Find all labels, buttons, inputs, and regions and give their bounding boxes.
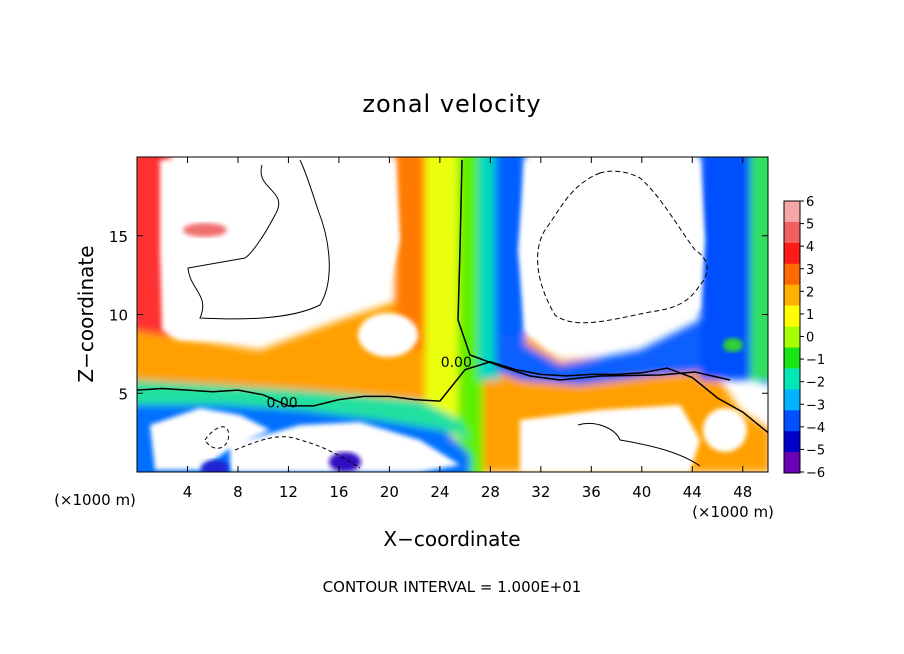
contour-label: 0.00 [441, 355, 472, 371]
field-purple-patch-left [201, 460, 229, 472]
zero-contour-line [137, 361, 768, 434]
contour-label: 0.00 [267, 396, 298, 412]
colorbar-swatch [784, 201, 800, 223]
field-cyan-column [478, 157, 500, 380]
y-tick-label: 5 [118, 385, 128, 403]
x-tick-label: 48 [733, 483, 752, 501]
x-tick-label: 8 [233, 483, 243, 501]
chart-title: zonal velocity [362, 90, 541, 118]
heatmap-field [137, 157, 768, 472]
colorbar-swatch [784, 305, 800, 328]
colorbar-label: 6 [806, 195, 814, 210]
contour-labels: 0.00 0.00 [267, 355, 472, 412]
colorbar-label: 3 [806, 263, 814, 278]
contour-lower-right [577, 423, 701, 467]
colorbar-label: 1 [806, 308, 814, 323]
field-white-lower-mid [230, 422, 460, 472]
colorbar-label: 2 [806, 285, 814, 300]
x-axis-ticks: 4 8 12 16 20 24 28 32 36 40 44 48 [183, 157, 752, 501]
colorbar-swatch [784, 389, 800, 411]
x-tick-label: 44 [683, 483, 702, 501]
colorbar-swatch [784, 221, 800, 244]
colorbar-label: −6 [806, 466, 825, 481]
colorbar-label: −1 [806, 353, 825, 368]
contour-upper-left [187, 159, 330, 320]
contour-upper-right-dashed [537, 170, 708, 324]
colorbar-label: 5 [806, 218, 814, 233]
colorbar-swatch [784, 284, 800, 307]
field-lower-cyan-band [137, 380, 470, 440]
x-tick-label: 32 [531, 483, 550, 501]
y-tick-label: 10 [109, 307, 128, 325]
colorbar-swatch [784, 368, 800, 390]
contour-interval-note: CONTOUR INTERVAL = 1.000E+01 [323, 578, 582, 596]
y-axis-label: Z−coordinate [74, 245, 98, 382]
colorbar-swatch [784, 452, 800, 474]
contour-lower-mid-dashed [234, 436, 361, 469]
colorbar-swatch [784, 242, 800, 265]
colorbar-swatch [784, 410, 800, 432]
field-white-lower-left [150, 408, 270, 470]
x-axis-label: X−coordinate [383, 527, 520, 551]
y-axis-ticks: 5 10 15 [109, 228, 768, 403]
field-green-patch-right [723, 338, 743, 352]
colorbar-label: −4 [806, 421, 825, 436]
field-right-edge-green [750, 157, 768, 380]
field-purple-patch-mid [329, 452, 361, 472]
field-right-blue-band [495, 320, 768, 385]
x-tick-label: 20 [380, 483, 399, 501]
x-tick-label: 12 [279, 483, 298, 501]
x-tick-label: 28 [481, 483, 500, 501]
colorbar-label: 4 [806, 240, 814, 255]
x-tick-label: 36 [582, 483, 601, 501]
colorbar-swatch [784, 347, 800, 369]
field-white-lower-right [520, 405, 700, 472]
field-pink-patch [183, 223, 227, 237]
contour-lower-left-dashed [204, 426, 230, 449]
colorbar-label: 0 [806, 331, 814, 346]
x-tick-label: 16 [329, 483, 348, 501]
field-white-blob-center [358, 313, 418, 357]
field-white-upper-left [160, 160, 400, 340]
x-tick-label: 4 [183, 483, 193, 501]
colorbar-label: −3 [806, 398, 825, 413]
colorbar-swatch [784, 326, 800, 348]
y-tick-label: 15 [109, 228, 128, 246]
colorbar-swatch [784, 431, 800, 453]
colorbar: 6 5 4 3 2 1 0 −1 −2 −3 −4 −5 −6 [783, 195, 825, 481]
x-tick-label: 24 [430, 483, 449, 501]
colorbar-label: −5 [806, 443, 825, 458]
field-white-upper-right [518, 160, 705, 350]
x-unit-right: (×1000 m) [692, 503, 774, 521]
colorbar-label: −2 [806, 376, 825, 391]
contour-central-zero [457, 159, 731, 381]
field-white-blob-right [703, 408, 747, 452]
colorbar-swatch [784, 263, 800, 286]
x-tick-label: 40 [632, 483, 651, 501]
x-unit-left: (×1000 m) [54, 491, 136, 509]
